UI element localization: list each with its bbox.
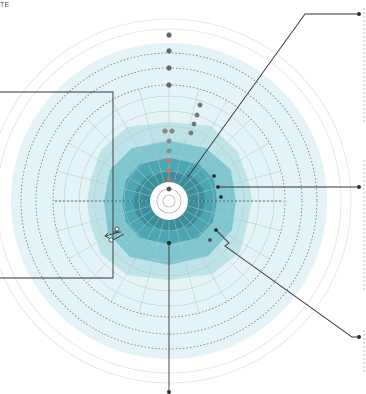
top-dot-column <box>166 32 172 88</box>
grid-spoke <box>56 170 150 197</box>
grid-spoke <box>86 214 156 284</box>
grid-spoke <box>56 205 150 232</box>
grid-spoke <box>110 218 160 302</box>
center-ring <box>162 194 176 208</box>
callout-lines <box>0 12 361 394</box>
grid-spoke <box>182 214 252 284</box>
grid-spoke <box>178 218 228 302</box>
inner-dot-column <box>162 128 175 192</box>
diagonal-dot-chain <box>188 102 203 136</box>
grid-spoke <box>110 100 160 184</box>
grid-spoke <box>173 220 200 314</box>
grid-spoke <box>173 88 200 182</box>
grid-spoke <box>188 170 282 197</box>
grid-spoke <box>188 205 282 232</box>
corner-title-fragment: TE <box>0 2 10 9</box>
grid-spoke <box>86 118 156 188</box>
left-arrow-markers <box>104 226 125 243</box>
grid-spoke <box>178 100 228 184</box>
center-hub <box>150 182 188 220</box>
grid-spoke <box>186 142 270 192</box>
grid-spoke <box>138 220 165 314</box>
grid-spoke <box>138 88 165 182</box>
grid-spoke <box>68 142 152 192</box>
grid-spoke <box>186 210 270 260</box>
grid-spoke <box>182 118 252 188</box>
